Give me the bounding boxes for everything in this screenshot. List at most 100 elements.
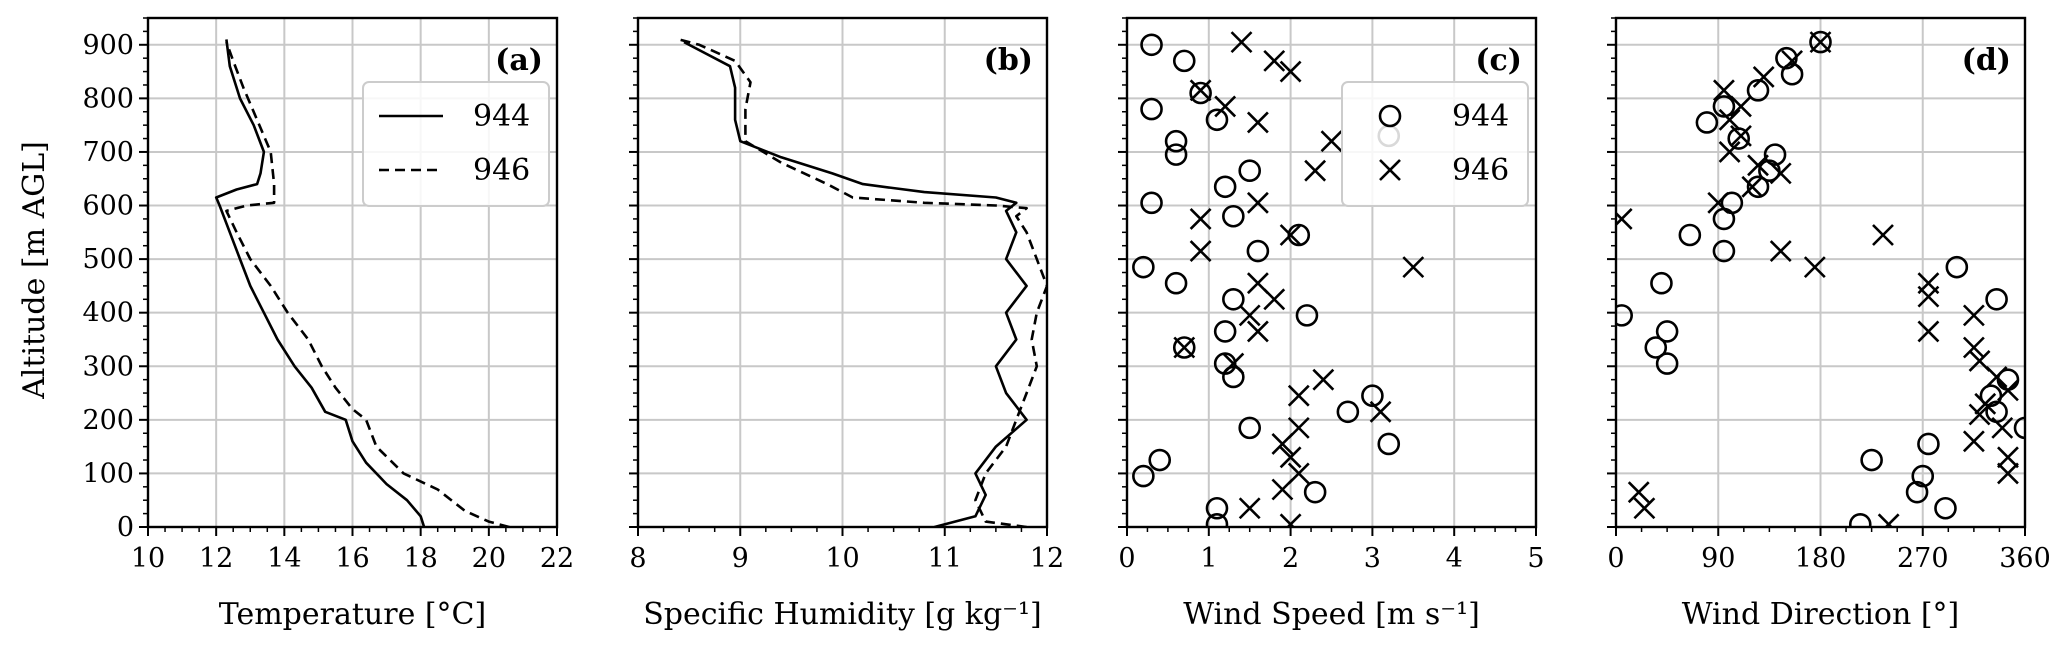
panel-3: 0 1 2 3 4 5 Wind Speed [m s⁻¹] (c) 944 946 — [1118, 16, 1545, 632]
data-point-946 — [1769, 240, 1792, 262]
marker-stroke — [1238, 304, 1261, 327]
data-point-944 — [1860, 448, 1883, 472]
x-tick-label: 360 — [1999, 543, 2051, 574]
marker-stroke — [1304, 159, 1327, 182]
data-point-944 — [1246, 239, 1270, 263]
data-point-946 — [1962, 336, 1985, 359]
data-point-944 — [1295, 304, 1319, 327]
data-point-946 — [1246, 320, 1269, 343]
marker-stroke — [1286, 513, 1302, 527]
marker-stroke — [1627, 481, 1650, 504]
data-point-944 — [1616, 304, 1633, 327]
marker-stroke — [1616, 208, 1633, 227]
data-point-944 — [2013, 416, 2025, 440]
marker-stroke — [1320, 130, 1343, 153]
data-point-944 — [1945, 255, 1969, 279]
x-tick-label: 9 — [732, 543, 749, 574]
data-point-944 — [1213, 175, 1237, 199]
marker-stroke — [1707, 191, 1730, 214]
data-point-946 — [1872, 224, 1894, 246]
x-tick-label: 180 — [1795, 543, 1847, 574]
data-point-944 — [1238, 159, 1261, 182]
data-point-944 — [1746, 175, 1770, 199]
data-point-946 — [1974, 392, 1997, 415]
marker-stroke — [1263, 288, 1286, 311]
x-tick-label: 0 — [1607, 543, 1624, 574]
x-tick-label: 14 — [267, 543, 301, 574]
data-point-946 — [1246, 111, 1269, 134]
marker-stroke — [1246, 272, 1269, 295]
x-tick-label: 11 — [928, 543, 962, 574]
data-point-944 — [1132, 255, 1155, 279]
data-point-944 — [1222, 287, 1245, 311]
y-tick-label: 200 — [82, 405, 134, 436]
data-point-946 — [1287, 384, 1310, 407]
marker-stroke — [1246, 320, 1269, 343]
data-point-946 — [1917, 285, 1940, 308]
legend: 944 946 — [1341, 81, 1529, 207]
data-point-946 — [1718, 108, 1741, 131]
marker-stroke — [1271, 433, 1294, 455]
x-axis-label: Temperature [°C] — [219, 597, 486, 632]
marker-stroke — [1287, 384, 1310, 407]
data-point-946 — [1997, 462, 2019, 485]
marker-stroke — [1917, 285, 1940, 308]
data-point-944 — [1172, 336, 1196, 359]
marker-stroke — [1752, 66, 1775, 88]
legend-label: 944 — [473, 99, 530, 134]
panels: 10 12 14 16 18 20 2201002003004005006007008009… — [82, 16, 2051, 632]
data-point-944 — [1985, 287, 2008, 311]
data-point-946 — [1312, 368, 1335, 391]
data-point-946 — [1633, 497, 1656, 520]
x-tick-label: 8 — [629, 543, 646, 574]
marker-stroke — [1633, 497, 1656, 520]
x-tick-label: 18 — [403, 543, 437, 574]
y-tick-label: 400 — [82, 298, 134, 329]
marker-stroke — [1271, 478, 1294, 501]
x-tick-label: 3 — [1364, 543, 1381, 574]
data-point-944 — [1205, 513, 1229, 527]
y-tick-label: 300 — [82, 351, 134, 382]
marker-stroke — [1997, 462, 2019, 485]
x-axis-label: Specific Humidity [g kg⁻¹] — [643, 597, 1042, 632]
marker-stroke — [1312, 368, 1335, 391]
data-point-944 — [1140, 191, 1163, 215]
x-tick-label: 22 — [540, 543, 574, 574]
y-tick-label: 600 — [82, 191, 134, 222]
marker-stroke — [1962, 336, 1985, 359]
data-point-944 — [1712, 95, 1736, 118]
x-tick-label: 12 — [199, 543, 233, 574]
data-point-946 — [1214, 95, 1237, 118]
legend-box — [362, 81, 550, 207]
marker-stroke — [1962, 430, 1985, 453]
data-point-946 — [1997, 446, 2019, 469]
data-point-946 — [1747, 154, 1769, 177]
marker-stroke — [1917, 320, 1940, 343]
data-point-946 — [1968, 403, 1991, 426]
x-tick-label: 20 — [472, 543, 506, 574]
data-point-946 — [1263, 288, 1286, 311]
marker-stroke — [1718, 141, 1741, 163]
legend: 944 946 — [362, 81, 550, 207]
x-axis-label: Wind Direction [°] — [1682, 597, 1960, 632]
marker-stroke — [1781, 49, 1804, 72]
data-point-946 — [1730, 95, 1752, 118]
panel-label: (c) — [1475, 43, 1522, 78]
data-point-946 — [1279, 446, 1302, 469]
data-point-944 — [1238, 416, 1261, 440]
legend-label: 946 — [473, 153, 530, 188]
x-tick-label: 16 — [335, 543, 369, 574]
data-point-946 — [1781, 49, 1804, 72]
series-line-944 — [683, 40, 1028, 527]
marker-stroke — [1173, 336, 1196, 359]
data-point-946 — [1741, 175, 1764, 198]
marker-stroke — [1713, 79, 1735, 102]
data-point-944 — [1917, 432, 1940, 456]
y-tick-label: 500 — [82, 244, 134, 275]
series-line-944 — [214, 39, 426, 527]
marker-stroke — [1741, 175, 1764, 198]
data-point-946 — [1279, 513, 1302, 527]
marker-stroke — [1769, 240, 1792, 262]
data-point-946 — [1627, 481, 1650, 504]
data-point-944 — [1678, 223, 1702, 247]
